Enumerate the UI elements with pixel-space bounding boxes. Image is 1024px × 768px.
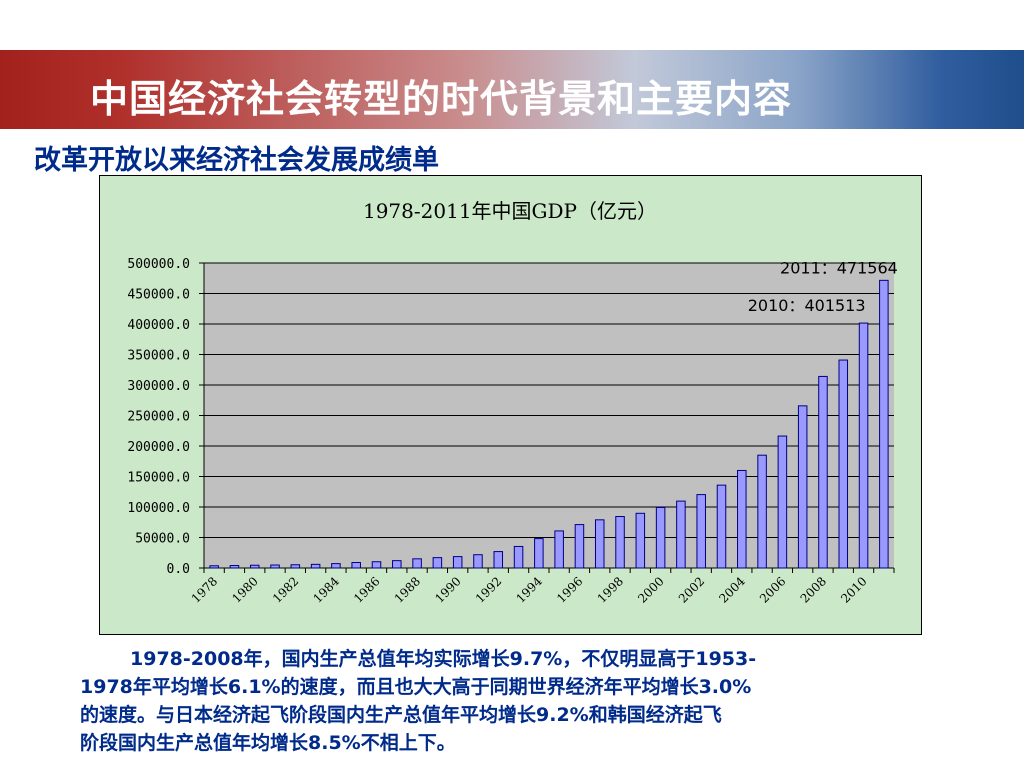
slide-title: 中国经济社会转型的时代背景和主要内容 [90,77,793,121]
x-tick-label: 1980 [229,574,260,605]
slide-subtitle: 改革开放以来经济社会发展成绩单 [34,145,439,176]
bar [818,375,828,569]
annotation-2011: 2011：471564 [780,258,898,277]
summary-line: 1978年平均增长6.1%的速度，而且也大大高于同期世界经济年平均增长3.0% [80,676,752,698]
x-tick-label: 1996 [554,574,585,605]
bar [432,557,443,569]
bar [594,519,605,569]
y-tick-label: 250000.0 [127,410,190,425]
y-tick-label: 400000.0 [127,318,190,333]
y-tick-label: 0.0 [167,562,190,577]
bar [371,561,382,569]
bar [879,279,889,569]
y-tick-label: 500000.0 [127,257,190,272]
y-tick-label: 150000.0 [127,471,190,486]
x-tick-label: 1978 [189,574,220,605]
bar [493,551,504,569]
x-tick-label: 2008 [798,574,829,605]
bar [838,359,849,569]
x-tick-label: 2004 [716,574,748,606]
y-tick-label: 100000.0 [127,501,190,516]
bar [331,563,341,569]
bar [392,560,402,569]
x-tick-label: 1984 [311,574,343,606]
x-tick-label: 2006 [757,574,788,605]
y-tick-label: 350000.0 [127,349,190,364]
x-tick-label: 1988 [392,574,423,605]
bar [635,512,646,569]
y-tick-label: 300000.0 [127,379,190,394]
summary-line: 的速度。与日本经济起飞阶段国内生产总值年平均增长9.2%和韩国经济起飞 [80,704,722,726]
title-banner: 中国经济社会转型的时代背景和主要内容 [0,50,1024,129]
bar [209,565,219,569]
gdp-chart-panel: 1978-2011年中国GDP（亿元） 0.0 50000.0 100000.0 150… [99,175,922,635]
bar [452,556,463,569]
x-tick-label: 1998 [595,574,626,605]
bar [655,506,666,569]
bar [249,564,260,569]
bar [757,454,767,569]
x-tick-label: 2010 [838,574,869,605]
bar [351,562,361,569]
bar [473,554,483,569]
summary-line: 1978-2008年，国内生产总值年均实际增长9.7%，不仅明显高于1953- [130,648,757,670]
bar [534,538,544,569]
bar [229,565,240,569]
bar [716,484,727,569]
x-tick-label: 1986 [351,574,382,605]
bar [858,322,869,569]
bar [574,524,585,569]
x-tick-label: 1992 [473,574,504,605]
bar [777,435,788,569]
bar [696,494,706,569]
x-tick-label: 1990 [432,574,463,605]
bar [737,469,747,569]
y-tick-label: 450000.0 [127,288,190,303]
bar [270,564,280,569]
bar [412,558,422,569]
bar [513,545,524,569]
summary-line: 阶段国内生产总值年均增长8.5%不相上下。 [80,732,456,754]
summary-paragraph: 1978-2008年，国内生产总值年均实际增长9.7%，不仅明显高于1953- … [80,645,940,757]
x-tick-label: 1994 [513,574,545,606]
bar [290,564,301,569]
bar [797,405,808,569]
gdp-bar-chart: 1978-2011年中国GDP（亿元） 0.0 50000.0 100000.0 150… [127,199,898,606]
x-tick-label: 2002 [676,574,707,605]
y-tick-label: 200000.0 [127,440,190,455]
chart-title: 1978-2011年中国GDP（亿元） [363,199,657,223]
x-tick-label: 2000 [635,574,666,605]
annotation-2010: 2010：401513 [748,296,866,315]
x-tick-label: 1982 [270,574,301,605]
bar [310,563,321,569]
y-tick-label: 50000.0 [135,532,190,547]
bar [554,530,564,569]
bar [615,516,625,569]
bar [676,500,686,569]
